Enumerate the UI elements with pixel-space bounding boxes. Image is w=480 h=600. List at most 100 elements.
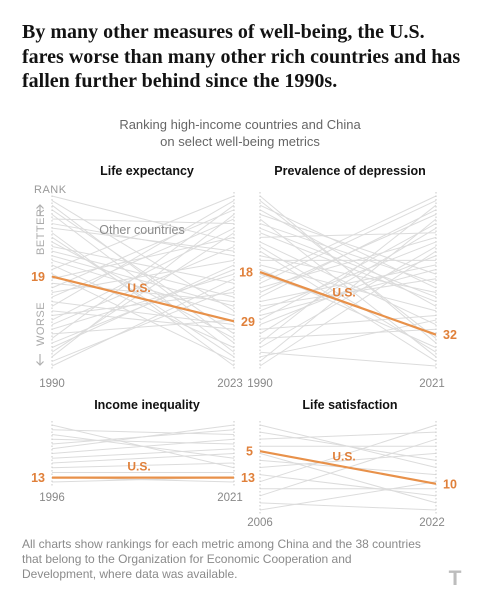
other-country-line bbox=[51, 462, 235, 469]
x-tick-label-end: 2023 bbox=[217, 378, 243, 390]
arrow-up-icon bbox=[36, 204, 44, 216]
us-end-value-label: 10 bbox=[443, 477, 457, 491]
svg-text:T: T bbox=[449, 567, 462, 589]
other-country-line bbox=[51, 453, 235, 464]
x-tick-label-start: 1990 bbox=[247, 378, 273, 390]
other-country-line bbox=[51, 310, 235, 330]
other-country-line bbox=[259, 328, 437, 339]
other-country-line bbox=[259, 250, 437, 367]
us-end-value-label: 32 bbox=[443, 328, 457, 342]
x-tick-label-end: 2022 bbox=[419, 517, 445, 529]
other-country-line bbox=[51, 287, 235, 362]
us-start-value-label: 13 bbox=[31, 471, 45, 485]
other-country-line bbox=[51, 195, 235, 243]
other-country-line bbox=[259, 452, 437, 504]
other-country-line bbox=[51, 195, 235, 270]
other-country-line bbox=[259, 195, 437, 280]
other-country-line bbox=[51, 438, 235, 454]
other-country-line bbox=[259, 241, 437, 312]
other-country-line bbox=[51, 319, 235, 335]
other-country-line bbox=[259, 351, 437, 367]
other-country-line bbox=[51, 301, 235, 326]
other-country-line bbox=[259, 227, 437, 335]
other-country-line bbox=[51, 213, 235, 353]
x-tick-label-end: 2021 bbox=[419, 378, 445, 390]
us-start-value-label: 18 bbox=[239, 266, 253, 280]
better-label: BETTER bbox=[35, 209, 47, 255]
rank-label: RANK bbox=[34, 184, 67, 196]
other-country-line bbox=[259, 200, 437, 284]
other-country-line bbox=[51, 264, 235, 349]
other-country-line bbox=[51, 232, 235, 353]
other-country-line bbox=[51, 429, 235, 435]
us-end-value-label: 29 bbox=[241, 315, 255, 329]
other-country-line bbox=[51, 424, 235, 450]
worse-label: WORSE bbox=[35, 302, 47, 346]
other-country-line bbox=[259, 246, 437, 349]
other-country-line bbox=[51, 278, 235, 367]
other-country-line bbox=[259, 223, 437, 321]
other-country-line bbox=[259, 204, 437, 289]
arrow-down-icon bbox=[36, 354, 44, 366]
us-series-line bbox=[51, 275, 235, 323]
other-country-line bbox=[259, 200, 437, 339]
other-country-line bbox=[259, 424, 437, 483]
chart-title-life-satisfaction: Life satisfaction bbox=[302, 398, 398, 412]
us-series-line bbox=[259, 450, 437, 485]
other-country-line bbox=[51, 448, 235, 459]
other-country-line bbox=[259, 452, 437, 468]
other-country-line bbox=[51, 227, 235, 252]
other-country-line bbox=[51, 227, 235, 321]
x-tick-label-start: 2006 bbox=[247, 517, 273, 529]
other-country-line bbox=[259, 218, 437, 362]
us-end-value-label: 13 bbox=[241, 471, 255, 485]
other-country-line bbox=[51, 204, 235, 339]
x-tick-label-start: 1996 bbox=[39, 492, 65, 504]
other-country-line bbox=[259, 474, 437, 497]
other-country-line bbox=[51, 213, 235, 358]
headline: By many other measures of well-being, th… bbox=[22, 21, 461, 92]
other-countries-annotation: Other countries bbox=[99, 223, 184, 237]
other-country-line bbox=[51, 200, 235, 307]
subtitle-line-2: on select well-being metrics bbox=[160, 134, 320, 149]
footnote: All charts show rankings for each metric… bbox=[22, 537, 421, 581]
other-country-line bbox=[51, 438, 235, 445]
other-country-line bbox=[51, 209, 235, 289]
us-start-value-label: 19 bbox=[31, 270, 45, 284]
subtitle-line-1: Ranking high-income countries and China bbox=[119, 117, 361, 132]
us-series-name-label: U.S. bbox=[332, 450, 355, 464]
other-country-line bbox=[259, 314, 437, 330]
us-start-value-label: 5 bbox=[246, 445, 253, 459]
us-series-name-label: U.S. bbox=[127, 281, 150, 295]
other-country-line bbox=[259, 502, 437, 511]
other-country-line bbox=[51, 246, 235, 284]
other-country-line bbox=[259, 232, 437, 303]
other-country-line bbox=[51, 200, 235, 312]
other-country-line bbox=[51, 259, 235, 293]
other-country-line bbox=[259, 264, 437, 312]
other-country-line bbox=[259, 232, 437, 238]
other-country-line bbox=[259, 481, 437, 511]
nyt-logo-icon: T bbox=[449, 567, 462, 589]
us-series-name-label: U.S. bbox=[127, 460, 150, 474]
other-country-line bbox=[51, 273, 235, 330]
us-series-line bbox=[259, 271, 437, 336]
other-country-line bbox=[51, 259, 235, 316]
x-tick-label-end: 2021 bbox=[217, 492, 243, 504]
other-country-line bbox=[259, 319, 437, 358]
other-country-line bbox=[259, 213, 437, 275]
us-series-name-label: U.S. bbox=[332, 285, 355, 299]
other-country-line bbox=[259, 264, 437, 303]
other-country-line bbox=[51, 255, 235, 307]
x-tick-label-start: 1990 bbox=[39, 378, 65, 390]
chart-title-life-expectancy: Life expectancy bbox=[100, 164, 194, 178]
other-country-line bbox=[259, 431, 437, 440]
chart-title-depression: Prevalence of depression bbox=[274, 164, 426, 178]
chart-title-income-inequality: Income inequality bbox=[94, 398, 200, 412]
other-country-line bbox=[259, 204, 437, 344]
